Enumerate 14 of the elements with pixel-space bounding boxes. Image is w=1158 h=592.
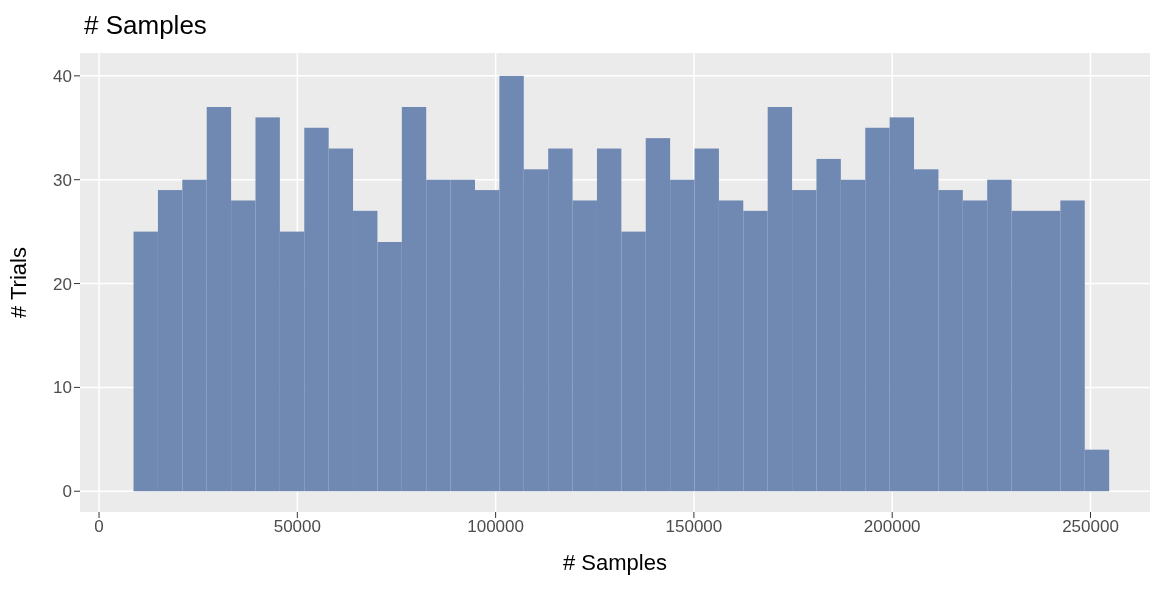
x-tick-label: 100000 <box>467 517 524 537</box>
y-tick-label: 20 <box>53 274 72 294</box>
x-tick-label: 50000 <box>273 517 321 537</box>
x-tick-label: 200000 <box>863 517 921 537</box>
y-tick-label: 40 <box>53 66 72 86</box>
x-tick-label: 250000 <box>1062 517 1119 537</box>
x-tick-label: 150000 <box>665 517 723 537</box>
y-axis-title: # Trials <box>5 247 31 318</box>
x-tick-label: 0 <box>94 517 104 537</box>
x-axis-title: # Samples <box>563 550 667 575</box>
y-tick-label: 0 <box>62 482 72 502</box>
y-tick-label: 10 <box>53 378 72 398</box>
y-tick-label: 30 <box>53 170 72 190</box>
chart-title: # Samples <box>84 10 207 41</box>
